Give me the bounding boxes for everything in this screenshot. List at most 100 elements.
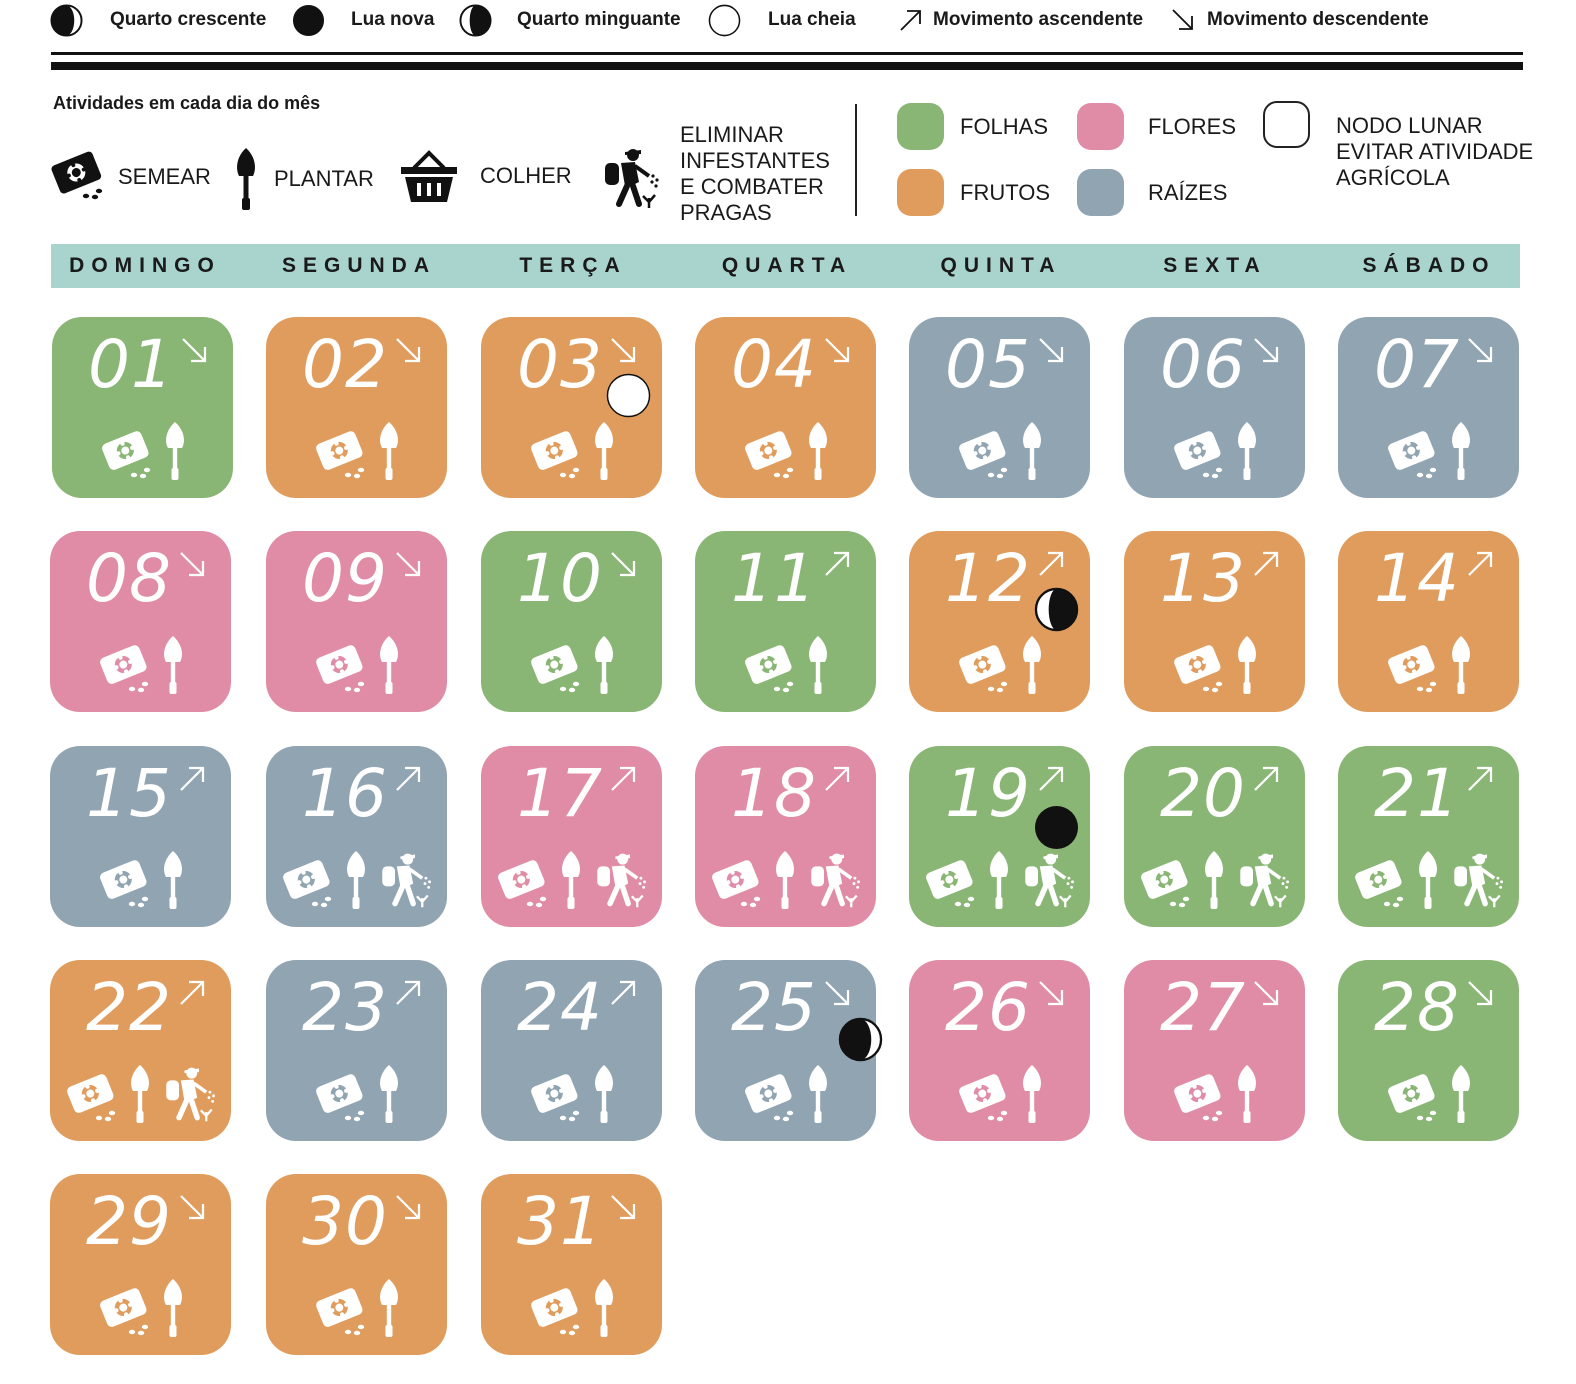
arrow-down-icon [1039,338,1064,363]
trowel-icon [561,851,580,909]
arrow-up-icon [1039,551,1064,576]
legend-ascending: Movimento ascendente [898,3,1143,37]
day-cell[interactable]: 13 [1124,531,1305,712]
weekday-header: DOMINGO SEGUNDA TERÇA QUARTA QUINTA SEXT… [51,244,1520,288]
day-cell[interactable]: 21 [1338,746,1519,927]
day-cell[interactable]: 17 [481,746,662,927]
day-cell[interactable]: 04 [695,317,876,498]
seed-packet-icon [1173,645,1222,693]
arrow-down-icon [1468,981,1493,1006]
day-number: 22 [86,969,172,1046]
trowel-icon [808,636,827,694]
day-cell[interactable]: 10 [481,531,662,712]
category-swatch [1077,169,1124,216]
trowel-icon [1022,422,1041,480]
day-cell[interactable]: 27 [1124,960,1305,1141]
day-number: 28 [1374,969,1460,1046]
day-cell[interactable]: 20 [1124,746,1305,927]
sprayer-person-icon [381,853,431,908]
legend-label: Lua nova [351,9,435,30]
day-number: 07 [1374,326,1460,403]
day-cell[interactable]: 15 [50,746,231,927]
day-cell[interactable]: 01 [52,317,233,498]
day-cell[interactable]: 14 [1338,531,1519,712]
arrow-down-icon [180,552,205,577]
arrow-down-icon [1254,338,1279,363]
activity-colher: COLHER [400,148,572,204]
day-cell[interactable]: 31 [481,1174,662,1355]
day-cell[interactable]: 07 [1338,317,1519,498]
new-moon-icon [1034,805,1079,850]
arrow-up-icon [611,980,636,1005]
day-number: 31 [517,1183,603,1260]
day-number: 24 [517,969,603,1046]
legend-descending: Movimento descendente [1170,3,1429,37]
trowel-icon [163,851,182,909]
day-activities [909,632,1090,696]
trowel-icon [594,1065,613,1123]
arrow-up-icon [1039,766,1064,791]
day-cell[interactable]: 09 [266,531,447,712]
activity-label: SEMEAR [118,164,211,189]
day-cell[interactable]: 02 [266,317,447,498]
arrow-up-icon [1468,551,1493,576]
day-cell[interactable]: 22 [50,960,231,1141]
day-cell[interactable]: 26 [909,960,1090,1141]
trowel-icon [379,636,398,694]
day-cell[interactable]: 03 [481,317,662,498]
day-activities [1124,1061,1305,1125]
arrow-up-icon [396,766,421,791]
day-cell[interactable]: 11 [695,531,876,712]
trowel-icon [808,1065,827,1123]
day-activities [481,418,662,482]
day-cell[interactable]: 19 [909,746,1090,927]
day-number: 25 [731,969,817,1046]
seed-packet-icon [99,645,148,693]
arrow-up-icon [825,766,850,791]
day-activities [909,1061,1090,1125]
day-cell[interactable]: 05 [909,317,1090,498]
category-swatch [897,103,944,150]
seed-packet-icon [744,431,793,479]
day-cell[interactable]: 06 [1124,317,1305,498]
trowel-icon [989,851,1008,909]
day-activities [1124,632,1305,696]
seed-packet-icon [711,860,760,908]
day-cell[interactable]: 16 [266,746,447,927]
day-number: 06 [1160,326,1246,403]
seed-packet-icon [925,860,974,908]
arrow-down-icon [180,1195,205,1220]
category-raizes: RAÍZES [1077,169,1227,216]
seed-packet-icon [1354,860,1403,908]
category-label: FRUTOS [960,179,1051,205]
arrow-up-icon [396,980,421,1005]
category-label: RAÍZES [1148,179,1228,205]
day-cell[interactable]: 24 [481,960,662,1141]
day-cell[interactable]: 30 [266,1174,447,1355]
sprayer-person-icon [165,1067,215,1122]
day-number: 09 [302,540,388,617]
day-cell[interactable]: 18 [695,746,876,927]
category-swatch [1077,103,1124,150]
day-number: 10 [517,540,603,617]
legend-last-quarter: Quarto minguante [459,3,681,37]
seed-packet-icon [530,1074,579,1122]
activity-label-line: INFESTANTES [680,148,830,173]
day-cell[interactable]: 29 [50,1174,231,1355]
day-cell[interactable]: 25 [695,960,883,1141]
legend-label: Movimento ascendente [933,9,1144,30]
weekday-domingo: DOMINGO [69,254,221,277]
first-quarter-moon-icon [838,1017,883,1062]
day-cell[interactable]: 12 [909,531,1090,712]
day-activities [695,418,876,482]
trowel-icon [165,422,184,480]
day-activities [266,418,447,482]
full-moon-icon [606,373,651,418]
activity-label-line: PRAGAS [680,200,772,225]
day-cell[interactable]: 28 [1338,960,1519,1141]
trowel-icon [237,148,255,210]
day-number: 03 [517,326,603,403]
day-cell[interactable]: 08 [50,531,231,712]
day-cell[interactable]: 23 [266,960,447,1141]
activity-label: PLANTAR [274,166,374,191]
